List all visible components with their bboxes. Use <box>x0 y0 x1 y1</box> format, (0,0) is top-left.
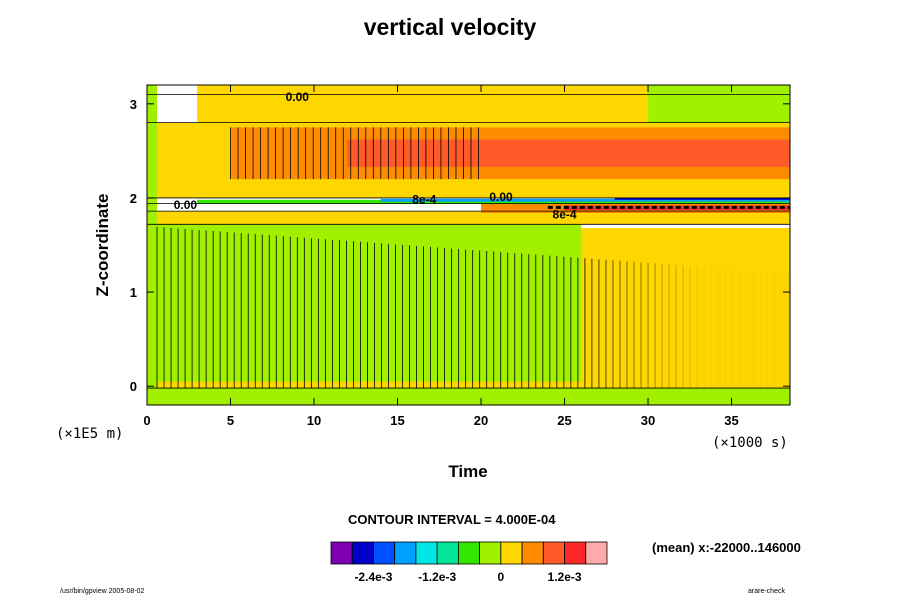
region-jet-cyan <box>380 198 790 202</box>
chart-title: vertical velocity <box>363 14 537 40</box>
colorbar-swatch <box>351 541 374 565</box>
footer-tag: arare-check <box>748 588 785 595</box>
colorbar-swatch <box>415 541 438 565</box>
colorbar-tick-label: 0 <box>498 570 505 584</box>
x-tick-label: 0 <box>143 413 150 428</box>
colorbar-swatch <box>394 541 417 565</box>
y-tick-label: 0 <box>130 379 137 394</box>
plot-area: 0.00 0.00 0.00 8e-4 8e-4 <box>147 85 790 405</box>
mean-range-text: (mean) x:-22000..146000 <box>652 540 801 555</box>
plot-frame <box>146 84 791 406</box>
colorbar-swatch <box>585 541 608 565</box>
region-mid-yellow <box>147 211 790 225</box>
colorbar-tick-label: 1.2e-3 <box>548 570 582 584</box>
contour-label: 8e-4 <box>553 208 577 222</box>
colorbar-swatch <box>500 541 523 565</box>
colorbar: -2.4e-3 -1.2e-3 0 1.2e-3 <box>330 541 608 584</box>
colorbar-swatch <box>373 541 396 565</box>
y-axis-unit: (×1E5 m) <box>56 426 124 442</box>
x-tick-label: 35 <box>724 413 738 428</box>
region-upper-red <box>347 139 790 167</box>
x-tick-label: 25 <box>557 413 571 428</box>
y-tick-label: 3 <box>130 97 137 112</box>
contour-stripes <box>156 127 789 389</box>
contour-label: 0.00 <box>286 90 310 104</box>
colorbar-tick-label: -2.4e-3 <box>354 570 392 584</box>
region-top-green <box>648 85 790 123</box>
x-tick-label: 10 <box>307 413 321 428</box>
colorbar-swatch <box>436 541 459 565</box>
contour-label: 0.00 <box>174 198 198 212</box>
x-tick-label: 5 <box>227 413 234 428</box>
region-jet-blue <box>614 197 790 200</box>
colorbar-swatch <box>330 541 353 565</box>
y-axis: 0 1 2 3 <box>130 97 790 394</box>
contour-label: 8e-4 <box>412 193 436 207</box>
colorbar-swatch <box>564 541 587 565</box>
colorbar-tick-label: -1.2e-3 <box>418 570 456 584</box>
x-tick-label: 20 <box>474 413 488 428</box>
x-axis: 0 5 10 15 20 25 30 35 <box>143 85 739 428</box>
contour-interval-text: CONTOUR INTERVAL = 4.000E-04 <box>348 512 556 527</box>
y-tick-label: 2 <box>130 191 137 206</box>
colorbar-swatch <box>457 541 481 565</box>
colorbar-swatch <box>521 541 544 565</box>
region-top-yellow <box>197 85 649 123</box>
colorbar-swatch <box>479 541 502 565</box>
region-left-green <box>147 85 158 389</box>
contour-label: 0.00 <box>489 190 513 204</box>
colorbar-swatch <box>542 541 565 565</box>
x-axis-label: Time <box>448 462 488 481</box>
x-axis-unit: (×1000 s) <box>712 435 788 451</box>
region-lower-green <box>147 224 582 382</box>
x-tick-label: 15 <box>390 413 404 428</box>
footer-command: /usr/bin/gpview 2005-08-02 <box>60 588 145 595</box>
x-tick-label: 30 <box>641 413 655 428</box>
y-tick-label: 1 <box>130 285 137 300</box>
region-bottom-green-band <box>147 388 790 405</box>
